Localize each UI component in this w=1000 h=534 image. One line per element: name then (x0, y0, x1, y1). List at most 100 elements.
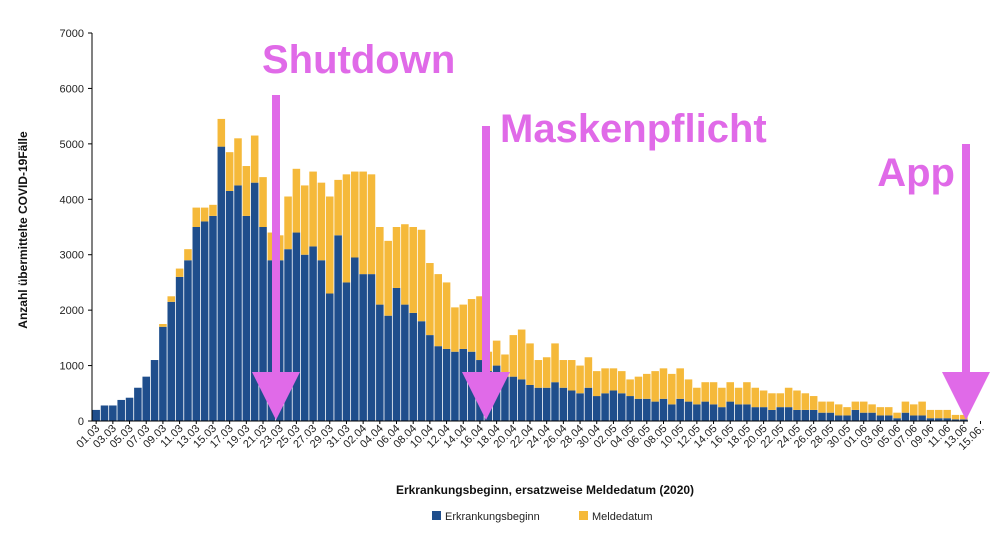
bar-erkrankungsbeginn (626, 396, 634, 421)
bar-erkrankungsbeginn (634, 398, 643, 421)
bar-meldedatum (884, 407, 893, 416)
bar-erkrankungsbeginn (826, 412, 835, 421)
bar-erkrankungsbeginn (217, 146, 226, 421)
bar-meldedatum (526, 343, 534, 385)
y-tick-label: 3000 (60, 250, 84, 262)
bar-meldedatum (876, 407, 885, 416)
bar-meldedatum (901, 401, 910, 413)
bar-meldedatum (217, 118, 226, 147)
bar-erkrankungsbeginn (150, 360, 159, 421)
bar-meldedatum (826, 401, 835, 413)
bar-meldedatum (467, 299, 476, 352)
bar-meldedatum (517, 329, 526, 380)
bar-erkrankungsbeginn (918, 415, 926, 421)
bar-erkrankungsbeginn (175, 276, 184, 421)
bar-erkrankungsbeginn (234, 185, 242, 421)
bar-erkrankungsbeginn (517, 379, 526, 421)
bar-meldedatum (576, 365, 584, 394)
annotation-arrow-head (252, 372, 300, 420)
bar-meldedatum (859, 401, 868, 413)
bar-erkrankungsbeginn (609, 390, 618, 421)
bar-erkrankungsbeginn (818, 412, 826, 421)
x-ticks-group: 01.0303.0305.0307.0309.0311.0313.0315.03… (74, 421, 987, 453)
bar-erkrankungsbeginn (92, 409, 100, 421)
bar-erkrankungsbeginn (926, 418, 935, 421)
bar-meldedatum (893, 412, 901, 419)
bar-erkrankungsbeginn (718, 407, 726, 421)
bar-erkrankungsbeginn (876, 415, 885, 421)
bar-erkrankungsbeginn (768, 409, 776, 421)
bar-meldedatum (317, 182, 326, 261)
annotation-arrow-head (942, 372, 990, 420)
bar-erkrankungsbeginn (184, 260, 192, 421)
bar-meldedatum (809, 396, 818, 410)
bar-meldedatum (367, 174, 376, 275)
bar-meldedatum (734, 387, 743, 405)
x-axis-title: Erkrankungsbeginn, ersatzweise Meldedatu… (396, 483, 694, 497)
bar-erkrankungsbeginn (784, 407, 793, 421)
bar-meldedatum (359, 171, 367, 275)
bar-erkrankungsbeginn (592, 396, 601, 421)
bar-meldedatum (409, 227, 417, 313)
bar-erkrankungsbeginn (334, 235, 342, 421)
bar-meldedatum (935, 409, 943, 419)
bar-meldedatum (492, 340, 501, 366)
bar-erkrankungsbeginn (801, 409, 810, 421)
bar-meldedatum (476, 296, 484, 361)
bar-erkrankungsbeginn (601, 393, 609, 421)
bar-erkrankungsbeginn (401, 304, 409, 421)
bar-erkrankungsbeginn (100, 405, 109, 421)
bar-erkrankungsbeginn (559, 387, 568, 421)
bar-meldedatum (601, 368, 609, 394)
bar-meldedatum (751, 387, 760, 408)
bar-erkrankungsbeginn (134, 387, 142, 421)
bar-erkrankungsbeginn (693, 404, 701, 421)
bar-meldedatum (451, 307, 459, 352)
bar-meldedatum (192, 207, 201, 227)
bar-erkrankungsbeginn (701, 401, 709, 421)
bar-erkrankungsbeginn (317, 260, 326, 421)
legend: Erkrankungsbeginn Meldedatum (432, 511, 653, 523)
bar-erkrankungsbeginn (284, 249, 292, 421)
legend-swatch-meldedatum (579, 511, 588, 520)
bar-meldedatum (384, 240, 392, 316)
annotation-label: Shutdown (262, 38, 455, 82)
annotation-arrow-shaft (482, 126, 490, 375)
bar-meldedatum (509, 335, 518, 377)
bar-meldedatum (659, 368, 668, 399)
bar-meldedatum (609, 368, 618, 391)
bar-erkrankungsbeginn (125, 397, 134, 421)
bar-erkrankungsbeginn (501, 376, 509, 421)
bar-erkrankungsbeginn (809, 409, 818, 421)
bar-meldedatum (818, 401, 826, 413)
bar-erkrankungsbeginn (751, 407, 760, 421)
bar-erkrankungsbeginn (618, 393, 626, 421)
bar-meldedatum (743, 382, 751, 405)
legend-label-erkrankungsbeginn: Erkrankungsbeginn (445, 511, 540, 523)
bar-erkrankungsbeginn (843, 415, 851, 421)
bar-erkrankungsbeginn (459, 348, 468, 421)
legend-label-meldedatum: Meldedatum (592, 511, 653, 523)
bar-meldedatum (159, 324, 167, 327)
bar-meldedatum (501, 354, 509, 377)
bar-erkrankungsbeginn (851, 409, 860, 421)
bar-erkrankungsbeginn (109, 405, 117, 421)
bars-group (92, 118, 968, 421)
bar-erkrankungsbeginn (142, 376, 150, 421)
annotation-arrow-head (462, 372, 510, 420)
bar-erkrankungsbeginn (200, 221, 209, 421)
bar-erkrankungsbeginn (442, 348, 451, 421)
bar-erkrankungsbeginn (567, 390, 576, 421)
bar-erkrankungsbeginn (351, 257, 359, 421)
bar-meldedatum (776, 393, 785, 408)
bar-meldedatum (910, 404, 918, 416)
bar-erkrankungsbeginn (292, 232, 301, 421)
bar-erkrankungsbeginn (267, 260, 276, 421)
bar-meldedatum (801, 393, 810, 410)
bar-meldedatum (960, 414, 968, 420)
bar-erkrankungsbeginn (868, 412, 876, 421)
bar-meldedatum (292, 168, 301, 233)
bar-erkrankungsbeginn (659, 398, 668, 421)
bar-meldedatum (442, 282, 451, 349)
